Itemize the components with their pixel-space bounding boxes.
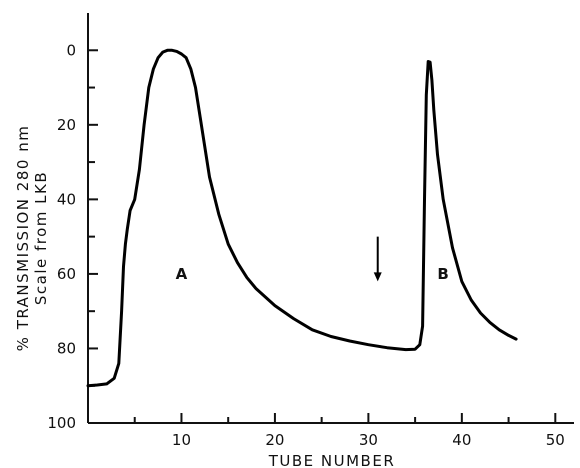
y-axis-title: % TRANSMISSION 280 nm Scale from LKB <box>14 125 50 352</box>
y-axis-label: % TRANSMISSION 280 nm <box>14 125 32 352</box>
y-tick-label: 80 <box>57 339 76 357</box>
y-tick-label: 60 <box>57 265 76 283</box>
y-tick-label: 0 <box>66 41 76 59</box>
ticks <box>88 49 557 424</box>
y-tick-label: 100 <box>47 414 76 432</box>
series-line <box>86 48 518 388</box>
peak-label-b: B <box>437 265 448 283</box>
x-tick-label: 40 <box>452 431 471 449</box>
x-tick-label: 20 <box>265 431 284 449</box>
x-tick-label: 30 <box>359 431 378 449</box>
arrow-head <box>373 272 382 282</box>
arrow-marker <box>373 236 382 282</box>
x-tick-label: 50 <box>546 431 565 449</box>
tick-labels: 0 20 40 60 80 100 10 20 30 40 50 <box>47 41 564 449</box>
y-tick-label: 20 <box>57 116 76 134</box>
y-tick-label: 40 <box>57 190 76 208</box>
y-axis-sublabel: Scale from LKB <box>32 171 50 305</box>
peak-label-a: A <box>176 265 188 283</box>
x-tick-label: 10 <box>172 431 191 449</box>
x-axis-label: TUBE NUMBER <box>268 452 396 468</box>
